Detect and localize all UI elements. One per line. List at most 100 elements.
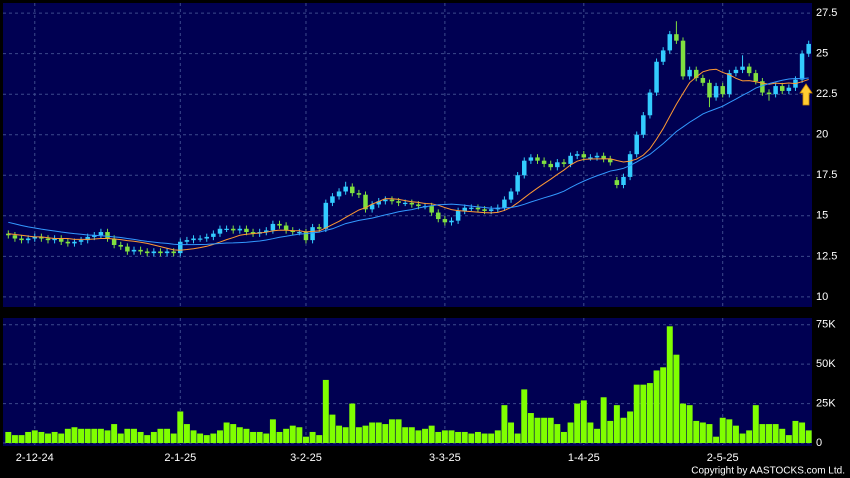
candle-body: [660, 50, 666, 62]
candle-body: [389, 199, 395, 202]
candle-body: [204, 236, 209, 239]
candle-body: [555, 162, 560, 168]
candle-body: [277, 223, 282, 226]
copyright: Copyright by AASTOCKS.com Ltd.: [691, 466, 845, 477]
candle-body: [740, 66, 745, 70]
volume-bar: [746, 430, 753, 443]
volume-bar: [766, 424, 772, 443]
candle-body: [118, 245, 124, 247]
candle-body: [264, 230, 269, 233]
volume-bar: [210, 433, 217, 443]
volume-bar: [197, 433, 204, 443]
volume-bar: [567, 422, 574, 443]
candle-body: [574, 154, 580, 156]
candle-body: [151, 251, 157, 254]
volume-bar: [71, 427, 78, 443]
candle-body: [614, 180, 620, 185]
moving-average-line: [8, 68, 809, 251]
candle-body: [409, 202, 415, 205]
candle-body: [647, 92, 653, 116]
candle-body: [105, 232, 110, 239]
candle-body: [369, 204, 375, 210]
candle-body: [376, 201, 381, 205]
volume-bar: [144, 435, 151, 443]
candle-body: [237, 228, 243, 231]
candle-body: [230, 228, 236, 231]
candle-body: [383, 199, 388, 202]
volume-bar: [283, 428, 290, 443]
volume-bar: [217, 430, 223, 443]
volume-bar: [620, 417, 627, 443]
candle-body: [581, 154, 587, 158]
candle-body: [700, 77, 706, 83]
candle-body: [323, 202, 329, 229]
candle-body: [588, 157, 593, 159]
volume-bar: [640, 384, 647, 443]
y-tick-label: 0: [816, 437, 822, 449]
volume-bar: [117, 433, 124, 443]
volume-bar: [316, 435, 323, 443]
candle-body: [436, 212, 441, 220]
volume-bar: [355, 427, 362, 443]
y-tick-label: 27.5: [816, 7, 837, 19]
volume-bar: [395, 419, 402, 443]
volume-bar: [574, 403, 581, 443]
candle-body: [760, 81, 765, 93]
candle-body: [244, 228, 249, 233]
volume-bar: [547, 417, 554, 443]
candle-body: [548, 163, 553, 168]
volume-bar: [627, 411, 634, 443]
volume-bar: [124, 428, 131, 443]
volume-bar: [580, 400, 587, 443]
candle-body: [786, 87, 792, 91]
y-tick-label: 25K: [816, 397, 836, 409]
candle-body: [12, 235, 18, 239]
candle-body: [594, 155, 600, 158]
volume-bar: [11, 435, 18, 443]
candle-body: [283, 225, 289, 231]
volume-bar: [732, 425, 739, 443]
plot-layer: 2-12-24 2-1-25 3-2-25 3-3-25 1-4-25 2-5-25 10 1…: [3, 3, 837, 464]
volume-bar: [18, 435, 25, 443]
volume-bar: [759, 424, 766, 443]
candle-body: [356, 193, 362, 195]
volume-bar: [646, 383, 653, 443]
volume-bar: [554, 424, 561, 443]
volume-bar: [276, 431, 283, 443]
volume-bar: [792, 420, 799, 443]
x-tick-label: 2-12-24: [16, 452, 54, 464]
volume-bar: [713, 436, 720, 443]
signal-arrow: [799, 83, 813, 106]
volume-bar: [190, 430, 197, 443]
volume-bar: [91, 428, 98, 443]
volume-bar: [131, 428, 137, 443]
candle-body: [733, 69, 739, 74]
volume-bar: [104, 430, 111, 443]
x-tick-label: 3-2-25: [290, 452, 322, 464]
candle-body: [713, 86, 719, 98]
candle-body: [25, 238, 31, 241]
volume-bar: [666, 326, 673, 443]
volume-bar: [336, 425, 343, 443]
candle-body: [270, 223, 276, 231]
candle-body: [488, 209, 494, 211]
candle-body: [158, 251, 163, 254]
candle-body: [144, 251, 150, 254]
volume-bar: [706, 424, 713, 443]
volume-bar: [422, 428, 429, 443]
volume-bar: [51, 431, 58, 443]
candle-body: [515, 175, 520, 192]
volume-bar: [488, 433, 495, 443]
x-tick-label: 3-3-25: [429, 452, 461, 464]
candle-body: [442, 219, 448, 223]
candle-body: [131, 249, 137, 252]
candle-body: [191, 238, 196, 241]
candle-body: [746, 66, 752, 74]
x-tick-label: 2-5-25: [707, 452, 739, 464]
candle-body: [429, 206, 434, 213]
volume-bar: [805, 430, 812, 443]
candle-body: [6, 233, 11, 236]
candle-body: [561, 162, 567, 164]
volume-bar: [375, 422, 382, 443]
candle-body: [350, 186, 355, 194]
